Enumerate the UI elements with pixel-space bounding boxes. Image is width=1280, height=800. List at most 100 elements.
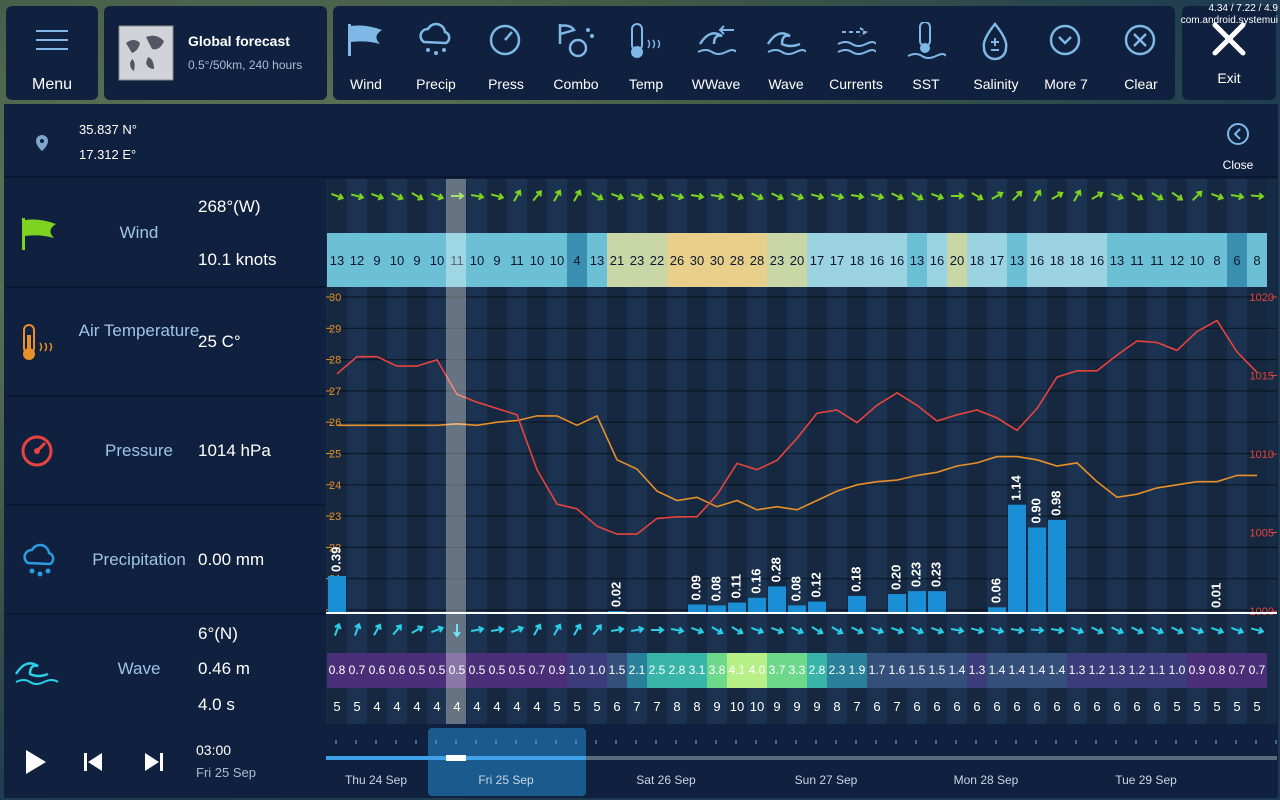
wave-period-label: 5: [573, 699, 580, 714]
system-overlay: 4.34 / 7.22 / 4.9 com.android.systemui: [1181, 3, 1278, 27]
wave-arrow: [453, 624, 461, 638]
toolbar-salinity-button[interactable]: Salinity: [963, 6, 1029, 106]
column-band: [787, 179, 807, 724]
column-band: [887, 179, 907, 724]
pressure-axis-tick: 1015: [1250, 371, 1274, 383]
wave-height-cell: [627, 653, 647, 688]
wave-height-label: 4.0: [749, 663, 766, 677]
wave-height-cell: [907, 653, 927, 688]
column-band: [387, 179, 407, 724]
wind-speed-label: 13: [1010, 253, 1024, 268]
toolbar-clear-button[interactable]: Clear: [1108, 6, 1174, 106]
wave-arrow: [1111, 626, 1124, 635]
wind-speed-cell: [867, 233, 887, 287]
pressure-gauge-icon: [489, 24, 521, 56]
wind-speed-cell: [507, 233, 527, 287]
toolbar-currents-button[interactable]: Currents: [823, 6, 889, 106]
precip-bar-label: 0.23: [928, 562, 943, 587]
column-band: [347, 179, 367, 724]
wind-arrow: [591, 192, 604, 201]
wind-arrow: [331, 193, 345, 201]
skip-back-icon[interactable]: [84, 753, 102, 771]
wind-arrow: [1131, 192, 1144, 201]
system-info-line2: com.android.systemui: [1180, 15, 1278, 26]
exit-button[interactable]: Exit: [1182, 6, 1276, 100]
column-band: [727, 179, 747, 724]
wind-arrow: [451, 192, 465, 200]
wave-height: 0.46 m: [198, 659, 250, 678]
wave-height-cell: [1007, 653, 1027, 688]
column-band: [507, 179, 527, 724]
toolbar-sst-button[interactable]: SST: [893, 6, 959, 106]
toolbar-label: Press: [488, 76, 524, 92]
wind-speed-label: 10: [530, 253, 544, 268]
toolbar-label: Wind: [350, 76, 382, 92]
wave-height-label: 0.5: [429, 663, 446, 677]
menu-button[interactable]: Menu: [6, 6, 98, 100]
wave-height-label: 4.1: [729, 663, 746, 677]
wave-arrow: [990, 627, 1005, 635]
wave-period-label: 5: [1193, 699, 1200, 714]
location-header: 35.837 N° 17.312 E° Close: [4, 104, 1278, 178]
wind-arrow: [1192, 190, 1203, 201]
wave-period-label: 4: [513, 699, 520, 714]
wind-arrow: [611, 193, 625, 201]
timeline-day-label: Mon 28 Sep: [954, 773, 1019, 787]
timeline-day-label: Sun 27 Sep: [795, 773, 858, 787]
wave-arrow: [851, 626, 864, 635]
wind-speed-cell: [847, 233, 867, 287]
wind-speed-cell: [527, 233, 547, 287]
timeline-scrubber[interactable]: Thu 24 Sep Fri 25 Sep Sat 26 Sep Sun 27 Sep…: [326, 728, 1277, 798]
wind-speed-label: 18: [1050, 253, 1064, 268]
precip-bar-label: 0.39: [328, 547, 343, 572]
temperature-row: Air Temperature 25 C°: [6, 289, 326, 397]
toolbar-temp-button[interactable]: Temp: [613, 6, 679, 106]
wave-height-cell: [1027, 653, 1047, 688]
toolbar-label: Combo: [553, 76, 599, 92]
toolbar-wind-button[interactable]: Wind: [333, 6, 399, 106]
wave-height-label: 0.5: [489, 663, 506, 677]
play-icon[interactable]: [24, 749, 48, 775]
forecast-model-selector[interactable]: Global forecast 0.5°/50km, 240 hours: [104, 6, 327, 100]
column-band: [967, 179, 987, 724]
wind-speed-label: 9: [373, 253, 380, 268]
precip-bar: [688, 604, 706, 613]
wind-speed-label: 11: [510, 253, 524, 268]
wind-speed-cell: [347, 233, 367, 287]
skip-forward-icon[interactable]: [145, 753, 163, 771]
toolbar-wwave-button[interactable]: WWave: [683, 6, 749, 106]
wind-arrow: [670, 193, 685, 201]
wind-speed-label: 9: [493, 253, 500, 268]
toolbar-press-button[interactable]: Press: [473, 6, 539, 106]
selected-day-highlight: [428, 728, 586, 796]
wave-arrow: [1151, 626, 1164, 635]
wave-height-cell: [827, 653, 847, 688]
wave-period-label: 7: [653, 699, 660, 714]
column-band: [807, 179, 827, 724]
wave-arrow: [470, 625, 485, 634]
wave-height-label: 1.4: [1029, 663, 1046, 677]
wind-speed-label: 20: [950, 253, 964, 268]
close-panel-button[interactable]: Close: [1212, 122, 1264, 174]
toolbar-more-7-button[interactable]: More 7: [1033, 6, 1099, 106]
wave-height-cell: [487, 653, 507, 688]
wind-speed-label: 23: [630, 253, 644, 268]
wave-height-cell: [427, 653, 447, 688]
temp-axis-tick: 23: [329, 511, 341, 523]
toolbar-combo-button[interactable]: Combo: [543, 6, 609, 106]
meteogram-chart[interactable]: 13 12 9 10 9 10 11 10 9 11 10 10 4 13 21 23 22 26 30 30 28 28…: [326, 179, 1277, 724]
wave-arrow: [592, 624, 602, 636]
wave-arrow: [1171, 626, 1184, 635]
wave-height-label: 1.5: [929, 663, 946, 677]
wave-height-cell: [387, 653, 407, 688]
wave-height-cell: [687, 653, 707, 688]
wave-arrow: [970, 627, 985, 635]
combo-icon: [558, 24, 594, 58]
wind-speed-cell: [687, 233, 707, 287]
wave-height-label: 0.5: [409, 663, 426, 677]
column-band: [447, 179, 467, 724]
wave-height-label: 0.5: [449, 663, 466, 677]
toolbar-wave-button[interactable]: Wave: [753, 6, 819, 106]
toolbar-precip-button[interactable]: Precip: [403, 6, 469, 106]
wave-height-label: 3.3: [789, 663, 806, 677]
